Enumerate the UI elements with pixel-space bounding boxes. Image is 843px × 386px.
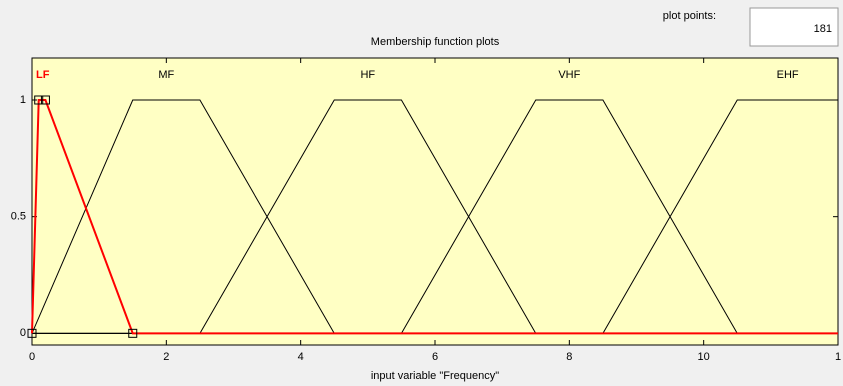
mf-vertex [27, 328, 37, 338]
plot-points-label: plot points: [663, 10, 716, 22]
mf-vertex [34, 95, 44, 105]
plot-area [31, 57, 839, 346]
x-tick-label: 8 [566, 351, 572, 363]
x-axis-label: input variable "Frequency" [371, 370, 499, 382]
y-tick-label: 0.5 [11, 211, 26, 223]
chart-title: Membership function plots [371, 36, 500, 48]
x-tick-label: 0 [29, 351, 35, 363]
x-tick-label: 6 [432, 351, 438, 363]
x-tick-label: 10 [698, 351, 710, 363]
y-tick-label: 0 [20, 327, 26, 339]
mf-label: HF [360, 69, 375, 81]
y-tick-label: 1 [20, 94, 26, 106]
mf-label: VHF [558, 69, 580, 81]
x-tick-label: 1 [835, 351, 841, 363]
mf-label: MF [158, 69, 174, 81]
x-tick-label: 4 [298, 351, 304, 363]
plot-points-value[interactable]: 181 [814, 23, 832, 35]
mf-vertex [40, 95, 50, 105]
mf-label: EHF [777, 69, 799, 81]
x-tick-label: 2 [163, 351, 169, 363]
plot-points-input[interactable] [749, 7, 839, 47]
membership-line [31, 99, 838, 335]
mf-vertex [128, 328, 138, 338]
mf-label: LF [36, 69, 50, 81]
